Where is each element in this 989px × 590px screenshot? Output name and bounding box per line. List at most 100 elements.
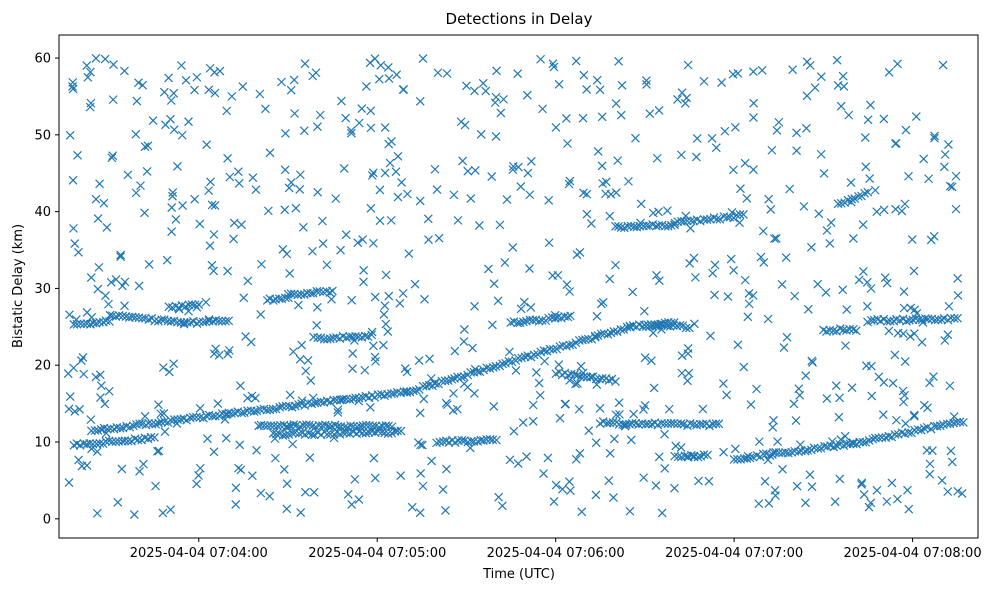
data-point [929,231,939,241]
data-point [953,313,962,323]
data-point [899,287,909,296]
data-point [611,377,620,387]
data-point [373,426,383,436]
data-point [516,304,526,314]
data-point [783,448,793,458]
data-point [88,439,98,449]
data-point [280,165,290,175]
data-point [210,88,220,98]
data-point [194,471,203,480]
data-point [452,404,462,414]
data-point [777,279,787,289]
data-point [858,267,868,276]
data-point [847,383,857,393]
data-point [526,156,536,166]
data-point [238,82,248,91]
data-point [901,125,911,135]
data-point [68,77,78,87]
data-point [215,66,225,76]
data-point [484,264,493,274]
data-point [95,370,105,380]
data-point [597,161,607,171]
data-point [504,356,514,366]
data-point [502,195,512,204]
data-point [392,70,402,80]
data-point [660,464,670,473]
data-point [582,209,592,219]
data-point [419,394,429,404]
data-point [114,311,124,320]
data-point [380,391,389,401]
data-point [318,239,328,248]
data-point [95,438,105,448]
data-point [336,96,346,106]
data-point [735,218,744,228]
data-point [614,222,623,231]
data-point [752,384,761,394]
data-point [702,215,712,225]
data-point [584,426,594,436]
data-point [670,218,680,228]
data-point [108,95,118,105]
data-point [917,337,927,347]
data-point [781,253,791,262]
data-point [120,301,129,311]
data-point [146,432,156,442]
data-point [953,486,963,496]
data-point [640,353,650,363]
data-point [113,497,123,507]
data-point [728,165,738,175]
data-point [898,386,908,396]
data-point [511,365,521,375]
data-point [470,301,480,311]
data-point [301,366,311,376]
data-point [646,356,656,366]
data-point [331,194,341,204]
data-point [565,375,575,385]
data-point [489,401,499,411]
data-point [427,456,436,466]
data-point [473,437,483,446]
data-point [311,68,321,78]
data-point [736,184,745,194]
data-point [366,106,376,116]
data-point [138,80,148,90]
data-point [282,479,292,489]
data-point [603,329,613,339]
data-point [415,408,425,418]
data-point [801,371,811,381]
data-point [65,310,74,320]
data-point [943,330,953,340]
data-point [369,453,379,463]
data-point [393,426,403,436]
data-point [579,70,589,80]
data-point [430,378,439,388]
data-point [565,287,575,296]
data-point [214,316,224,326]
data-point [209,349,219,359]
data-point [492,435,501,445]
data-point [179,318,189,327]
data-point [779,343,789,352]
data-point [201,411,211,421]
data-point [86,273,96,282]
data-point [308,246,317,256]
data-point [441,505,450,515]
data-point [534,378,544,388]
data-point [184,306,193,316]
data-point [689,419,698,429]
data-point [402,367,412,377]
data-point [74,247,83,257]
data-point [720,126,730,136]
data-point [544,195,554,205]
data-point [79,369,89,379]
data-point [860,133,870,143]
data-point [303,356,313,365]
data-point [937,476,947,485]
data-point [564,179,574,189]
data-point [516,182,526,192]
data-point [304,428,314,438]
data-point [341,113,351,123]
data-point [360,365,370,375]
data-point [441,398,451,408]
